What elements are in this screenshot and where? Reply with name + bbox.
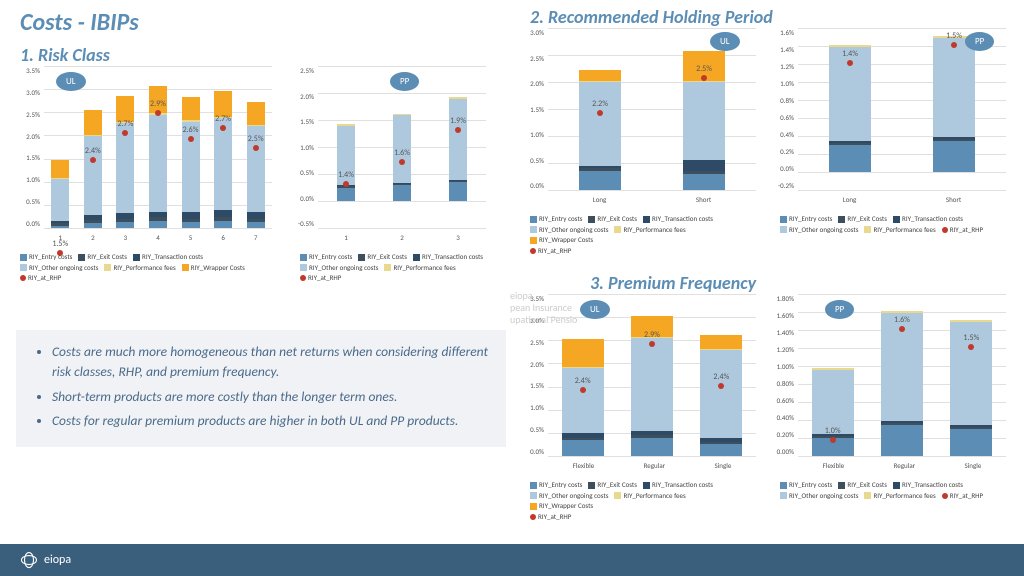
chart1-pp: PP 2.5%2.0%1.5%1.0%0.5%0.0%-0.5%1.4%1.6%…: [290, 66, 490, 246]
ul-badge-2: UL: [710, 32, 740, 51]
legend-2-pp: RIY_Entry costsRIY_Exit CostsRIY_Transac…: [780, 214, 1010, 235]
legend-3-pp: RIY_Entry costsRIY_Exit CostsRIY_Transac…: [780, 480, 1010, 501]
bullet-3: Costs for regular premium products are h…: [52, 411, 488, 431]
footer-text: eiopa: [44, 553, 71, 567]
bullet-2: Short-term products are more costly than…: [52, 387, 488, 407]
legend-1-ul: RIY_Entry costsRIY_Exit CostsRIY_Transac…: [20, 252, 270, 284]
pp-badge-3: PP: [825, 300, 854, 319]
section-2-title: 2. Recommended Holding Period: [530, 6, 773, 28]
section-1-title: 1. Risk Class: [20, 44, 110, 66]
chart2-pp: PP 1.6%1.4%1.2%1.0%0.8%0.6%0.4%0.2%0.0%-…: [770, 28, 1010, 208]
watermark: eiopapean Insuranceupational Pensio: [510, 290, 577, 326]
legend-2-ul: RIY_Entry costsRIY_Exit CostsRIY_Transac…: [530, 214, 760, 256]
insights-box: Costs are much more homogeneous than net…: [16, 330, 506, 447]
chart2-ul: UL 3.0%2.5%2.0%1.5%1.0%0.5%0.0%2.2%2.5%L…: [520, 28, 760, 208]
footer-bar: eiopa: [0, 544, 1024, 576]
pp-badge: PP: [390, 72, 419, 91]
legend-3-ul: RIY_Entry costsRIY_Exit CostsRIY_Transac…: [530, 480, 760, 522]
ul-badge-3: UL: [580, 300, 610, 319]
ul-badge: UL: [56, 72, 86, 91]
legend-1-pp: RIY_Entry costsRIY_Exit CostsRIY_Transac…: [300, 252, 500, 284]
eiopa-logo-icon: [20, 551, 38, 569]
pp-badge-2: PP: [965, 32, 994, 51]
chart3-pp: PP 1.80%1.60%1.40%1.20%1.00%0.80%0.60%0.…: [770, 294, 1010, 474]
chart1-ul: UL 3.5%3.0%2.5%2.0%1.5%1.0%0.5%0.0%1.5%2…: [16, 66, 276, 246]
bullet-1: Costs are much more homogeneous than net…: [52, 342, 488, 383]
section-3-title: 3. Premium Frequency: [590, 272, 756, 294]
